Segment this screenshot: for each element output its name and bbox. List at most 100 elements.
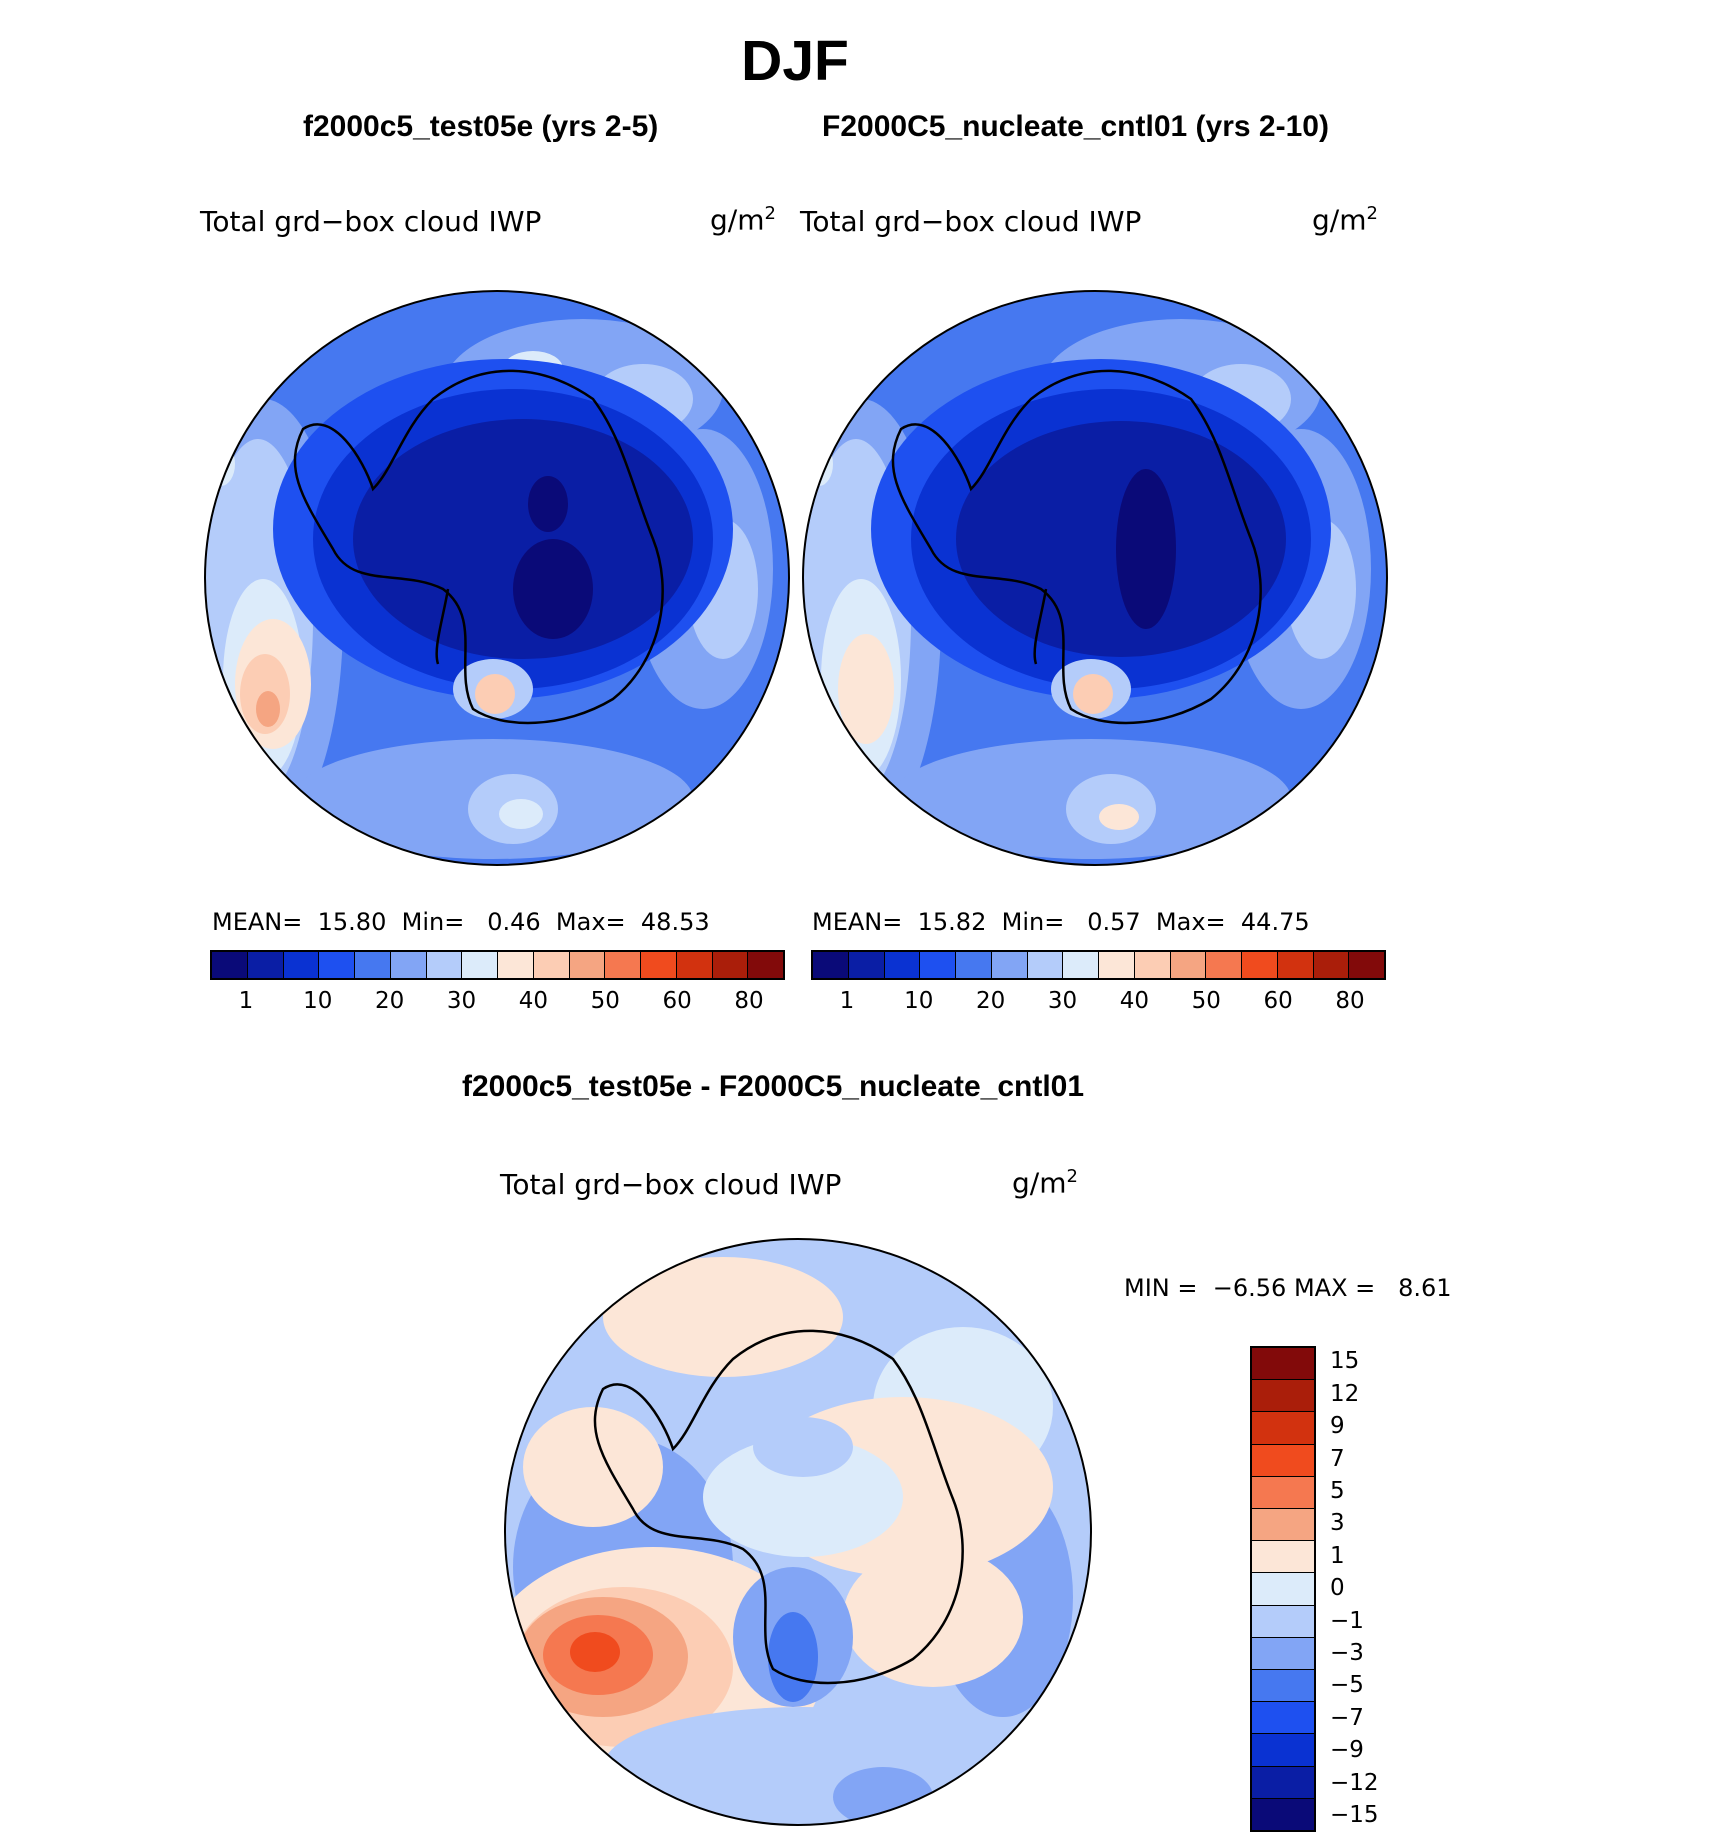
panel-1-colorbar-tick-label: 20 <box>375 988 405 1014</box>
diff-colorbar-swatch <box>1252 1380 1314 1413</box>
diff-title: f2000c5_test05e - F2000C5_nucleate_cntl0… <box>462 1070 1085 1103</box>
diff-minmax: MIN = −6.56 MAX = 8.61 <box>1124 1274 1452 1302</box>
panel-1-colorbar-tick-label: 60 <box>662 988 692 1014</box>
diff-colorbar-swatch <box>1252 1766 1314 1799</box>
panel-1-min-label: Min= <box>401 908 465 936</box>
panel-1-colorbar-swatch <box>605 952 641 978</box>
diff-colorbar-tick-label: 9 <box>1330 1413 1345 1440</box>
diff-colorbar-swatch <box>1252 1476 1314 1510</box>
diff-colorbar-swatch <box>1252 1541 1314 1574</box>
panel-1-colorbar-swatch <box>498 952 534 978</box>
panel-1-colorbar-tick-label: 80 <box>734 988 764 1014</box>
diff-colorbar-tick-label: 15 <box>1330 1348 1360 1375</box>
panel-2-case-title: F2000C5_nucleate_cntl01 (yrs 2-10) <box>822 110 1329 143</box>
diff-max-label: MAX = <box>1293 1274 1376 1302</box>
panel-2-max-value: 44.75 <box>1240 908 1310 936</box>
diff-colorbar-tick-label: −1 <box>1330 1607 1364 1634</box>
panel-2-colorbar-swatch <box>920 952 956 978</box>
panel-2-colorbar-swatch <box>1063 952 1099 978</box>
panel-1-colorbar-swatch <box>426 952 463 978</box>
diff-units: g/m2 <box>1012 1166 1078 1200</box>
diff-colorbar-swatch <box>1252 1412 1314 1445</box>
panel-2-colorbar-tick-label: 10 <box>904 988 934 1014</box>
panel-1-colorbar-swatch <box>283 952 320 978</box>
diff-colorbar-tick-label: −5 <box>1330 1672 1364 1699</box>
diff-colorbar-swatch <box>1252 1637 1314 1671</box>
panel-1-variable-label: Total grd−box cloud IWP <box>200 205 542 238</box>
panel-2-colorbar-swatch <box>1099 952 1135 978</box>
panel-1-max-value: 48.53 <box>640 908 710 936</box>
panel-2-min-value: 0.57 <box>1087 908 1141 936</box>
panel-2-colorbar-swatch <box>1206 952 1242 978</box>
panel-1-colorbar-tick-label: 30 <box>446 988 477 1014</box>
panel-2-colorbar <box>811 950 1386 980</box>
panel-1-colorbar-swatch <box>355 952 391 978</box>
panel-2-colorbar-tick-label: 20 <box>976 988 1006 1014</box>
panel-2-colorbar-swatch <box>848 952 885 978</box>
diff-max-value: 8.61 <box>1398 1274 1452 1302</box>
panel-2-stats: MEAN= 15.82 Min= 0.57 Max= 44.75 <box>812 908 1310 936</box>
diff-colorbar-ticks: 15 12 9 7 5 3 1 0 −1 −3 −5 −7 −9 −12 −15 <box>1330 1346 1410 1832</box>
panel-2-colorbar-swatch <box>1313 952 1350 978</box>
panel-2-colorbar-swatch <box>1242 952 1278 978</box>
diff-colorbar-tick-label: −9 <box>1330 1737 1364 1764</box>
diff-colorbar-tick-label: −7 <box>1330 1704 1364 1731</box>
panel-2-max-label: Max= <box>1155 908 1226 936</box>
diff-colorbar-swatch <box>1252 1670 1314 1703</box>
panel-1-colorbar-swatch <box>212 952 248 978</box>
panel-1-mean-label: MEAN= <box>212 908 303 936</box>
panel-1-colorbar-swatch <box>247 952 284 978</box>
panel-2-min-label: Min= <box>1001 908 1065 936</box>
diff-polar-map <box>504 1238 1092 1826</box>
panel-1-colorbar-tick-label: 1 <box>238 988 254 1014</box>
panel-1-colorbar-swatch <box>533 952 570 978</box>
panel-2-colorbar-swatch <box>991 952 1028 978</box>
panel-1-mean-value: 15.80 <box>317 908 387 936</box>
diff-colorbar-swatch <box>1252 1573 1314 1606</box>
panel-2-colorbar-tick-label: 60 <box>1263 988 1293 1014</box>
panel-1-case-title: f2000c5_test05e (yrs 2-5) <box>303 110 659 143</box>
diff-min-value: −6.56 <box>1212 1274 1287 1302</box>
diff-colorbar-tick-label: −3 <box>1330 1640 1364 1666</box>
panel-2-colorbar-tick-label: 40 <box>1119 988 1150 1014</box>
panel-1-colorbar-swatch <box>712 952 749 978</box>
diff-colorbar-tick-label: 5 <box>1330 1478 1345 1504</box>
panel-1-colorbar-swatch <box>319 952 355 978</box>
diff-min-label: MIN = <box>1124 1274 1198 1302</box>
panel-1-colorbar-swatch <box>569 952 606 978</box>
diff-variable-label: Total grd−box cloud IWP <box>500 1168 842 1201</box>
figure-title: DJF <box>741 29 849 93</box>
panel-2-colorbar-swatch <box>1134 952 1171 978</box>
panel-2-colorbar-swatch <box>884 952 921 978</box>
panel-1-stats: MEAN= 15.80 Min= 0.46 Max= 48.53 <box>212 908 710 936</box>
diff-colorbar-swatch <box>1252 1734 1314 1767</box>
diff-colorbar-tick-label: 12 <box>1330 1380 1360 1407</box>
panel-2-colorbar-swatch <box>813 952 849 978</box>
panel-1-max-label: Max= <box>555 908 626 936</box>
panel-1-colorbar-swatch <box>462 952 498 978</box>
panel-2-colorbar-ticks: 1 10 20 30 40 50 60 80 <box>811 988 1386 1018</box>
diff-colorbar-swatch <box>1252 1798 1314 1831</box>
panel-2-colorbar-tick-label: 80 <box>1335 988 1365 1014</box>
diff-colorbar-swatch <box>1252 1605 1314 1638</box>
panel-1-colorbar-tick-label: 10 <box>303 988 333 1014</box>
diff-colorbar-tick-label: 0 <box>1330 1575 1345 1602</box>
panel-1-colorbar <box>210 950 785 980</box>
panel-2-colorbar-swatch <box>1349 952 1384 978</box>
panel-1-colorbar-swatch <box>641 952 677 978</box>
diff-colorbar <box>1250 1346 1316 1832</box>
panel-2-variable-label: Total grd−box cloud IWP <box>800 205 1142 238</box>
diff-colorbar-tick-label: 7 <box>1330 1445 1345 1472</box>
diff-colorbar-swatch <box>1252 1702 1314 1735</box>
diff-colorbar-tick-label: −12 <box>1330 1769 1379 1796</box>
panel-1-colorbar-tick-label: 40 <box>518 988 549 1014</box>
panel-1-units: g/m2 <box>710 203 776 237</box>
panel-2-units: g/m2 <box>1312 203 1378 237</box>
panel-2-colorbar-tick-label: 30 <box>1047 988 1078 1014</box>
panel-1-colorbar-swatch <box>390 952 427 978</box>
diff-colorbar-tick-label: −15 <box>1330 1802 1379 1828</box>
panel-2-colorbar-swatch <box>1170 952 1207 978</box>
panel-1-colorbar-swatch <box>748 952 783 978</box>
panel-2-mean-value: 15.82 <box>917 908 987 936</box>
diff-colorbar-tick-label: 3 <box>1330 1510 1345 1537</box>
